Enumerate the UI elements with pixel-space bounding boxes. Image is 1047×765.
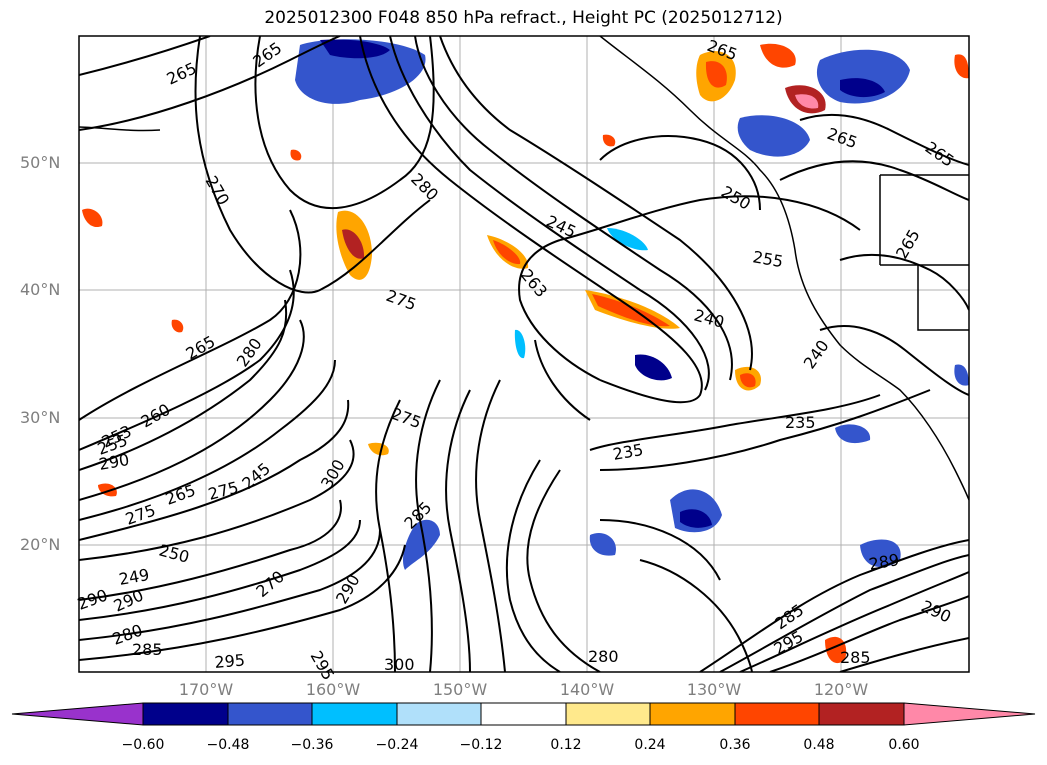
lon-label: 120°W xyxy=(813,680,869,699)
colorbar-segment xyxy=(649,702,736,726)
contour-label: 300 xyxy=(384,655,415,674)
lat-label: 50°N xyxy=(20,153,61,172)
lon-label: 130°W xyxy=(686,680,742,699)
colorbar-segment xyxy=(227,702,313,726)
lon-label: 150°W xyxy=(432,680,488,699)
map-title: 2025012300 F048 850 hPa refract., Height… xyxy=(264,8,783,28)
contour-label: 285 xyxy=(132,640,163,659)
colorbar-tick-label: 0.60 xyxy=(888,737,920,753)
colorbar-arrow-right xyxy=(903,702,1036,726)
height-contours xyxy=(79,36,969,672)
colorbar-segment xyxy=(818,702,905,726)
colorbar-tick-label: −0.24 xyxy=(375,737,419,753)
colorbar-tick-label: 0.36 xyxy=(719,737,751,753)
gridlines xyxy=(79,36,969,672)
lat-label: 30°N xyxy=(20,408,61,427)
colorbar-tick-label: 0.12 xyxy=(550,737,582,753)
colorbar-segment xyxy=(396,702,482,726)
colorbar-tick-label: 0.48 xyxy=(803,737,835,753)
colorbar-arrow-left xyxy=(11,702,144,726)
map-frame xyxy=(78,35,970,673)
colorbar-segment xyxy=(734,702,820,726)
colorbar-segment xyxy=(142,702,229,726)
lon-label: 140°W xyxy=(559,680,615,699)
contour-label: 285 xyxy=(840,648,871,667)
colorbar-segment xyxy=(565,702,651,726)
contour-label: 280 xyxy=(588,647,619,666)
colorbar-segment xyxy=(480,702,567,726)
negative-anomaly-regions xyxy=(295,39,969,570)
lon-label: 160°W xyxy=(305,680,361,699)
colorbar xyxy=(11,702,1036,726)
colorbar-tick-label: −0.48 xyxy=(206,737,250,753)
colorbar-tick-label: −0.12 xyxy=(459,737,503,753)
lat-label: 40°N xyxy=(20,280,61,299)
colorbar-tick-label: 0.24 xyxy=(634,737,666,753)
colorbar-segment xyxy=(311,702,398,726)
colorbar-tick-label: −0.60 xyxy=(121,737,165,753)
lon-label: 170°W xyxy=(178,680,234,699)
colorbar-tick-label: −0.36 xyxy=(290,737,334,753)
contour-label: 235 xyxy=(785,413,816,432)
coastlines xyxy=(79,36,969,501)
contour-label: 295 xyxy=(214,650,246,672)
lat-label: 20°N xyxy=(20,535,61,554)
